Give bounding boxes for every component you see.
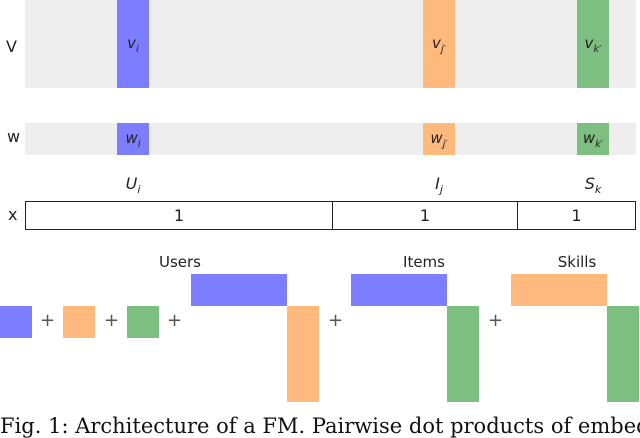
w-row-label: w bbox=[7, 127, 21, 146]
x-row-label: x bbox=[8, 205, 18, 224]
items-user-embedding bbox=[351, 274, 447, 306]
user-bias-square bbox=[0, 306, 32, 338]
figure-caption: Fig. 1: Architecture of a FM. Pairwise d… bbox=[0, 414, 640, 438]
skills-item-embedding bbox=[511, 274, 607, 306]
skills-skill-embedding bbox=[607, 306, 639, 402]
v-user-column: vi bbox=[117, 0, 149, 88]
plus-sign-5: + bbox=[488, 310, 504, 331]
w-item-cell: wj′ bbox=[423, 123, 455, 155]
x-skill-cell: 1 bbox=[517, 202, 635, 229]
group-label-skills: Skills bbox=[557, 253, 597, 271]
group-label-items: Items bbox=[403, 253, 445, 271]
users-item-embedding bbox=[287, 306, 319, 402]
items-skill-embedding bbox=[447, 306, 479, 402]
users-user-embedding bbox=[191, 274, 287, 306]
v-item-column: vj′ bbox=[423, 0, 455, 88]
v-user-symbol: vi bbox=[127, 33, 139, 55]
v-row-label: V bbox=[6, 37, 17, 56]
w-skill-symbol: wk′ bbox=[582, 128, 604, 150]
plus-sign-3: + bbox=[167, 310, 183, 331]
w-item-symbol: wj′ bbox=[430, 128, 448, 150]
item-bias-square bbox=[63, 306, 95, 338]
plus-sign-1: + bbox=[40, 310, 56, 331]
plus-sign-2: + bbox=[104, 310, 120, 331]
plus-sign-4: + bbox=[328, 310, 344, 331]
v-skill-symbol: vk′ bbox=[584, 33, 602, 55]
x-header-item: Ij bbox=[435, 174, 443, 197]
v-item-symbol: vj′ bbox=[432, 33, 446, 55]
x-header-skill: Sk bbox=[584, 174, 602, 197]
x-item-cell: 1 bbox=[332, 202, 517, 229]
skill-bias-square bbox=[127, 306, 159, 338]
x-user-cell: 1 bbox=[173, 206, 185, 225]
x-header-user: Ui bbox=[125, 174, 141, 197]
w-user-cell: wi bbox=[117, 123, 149, 155]
group-label-users: Users bbox=[158, 253, 201, 271]
w-skill-cell: wk′ bbox=[577, 123, 609, 155]
w-user-symbol: wi bbox=[125, 128, 141, 150]
x-input-vector: 1 1 1 bbox=[25, 201, 636, 230]
v-skill-column: vk′ bbox=[577, 0, 609, 88]
